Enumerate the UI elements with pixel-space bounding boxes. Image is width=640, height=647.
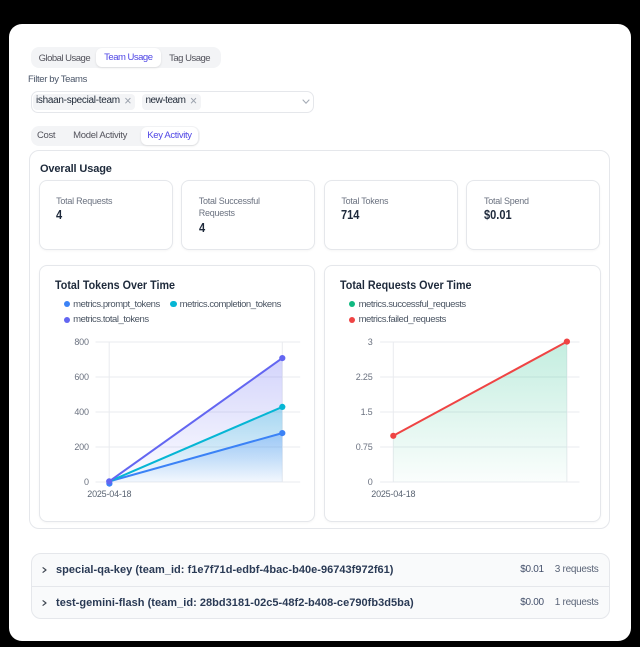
svg-text:200: 200: [75, 442, 90, 452]
svg-text:400: 400: [75, 407, 90, 417]
svg-text:0: 0: [368, 477, 373, 487]
svg-text:2.25: 2.25: [356, 372, 373, 382]
svg-text:2025-04-18: 2025-04-18: [372, 489, 416, 499]
svg-text:0: 0: [84, 477, 89, 487]
svg-text:0.75: 0.75: [356, 442, 373, 452]
svg-text:600: 600: [75, 372, 90, 382]
svg-text:3: 3: [368, 337, 373, 347]
svg-text:1.5: 1.5: [361, 407, 373, 417]
svg-text:2025-04-18: 2025-04-18: [88, 489, 132, 499]
svg-text:800: 800: [75, 337, 90, 347]
